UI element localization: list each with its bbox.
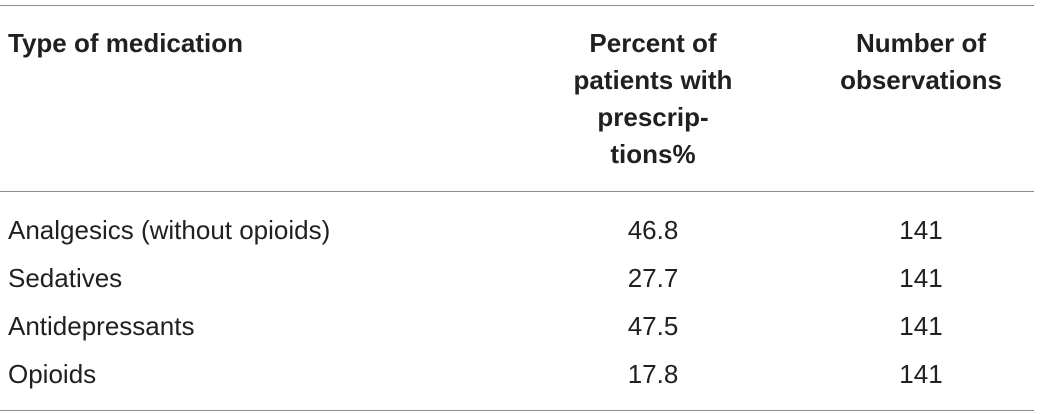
header-type-of-medication: Type of medication xyxy=(8,28,243,58)
cell-observations: 141 xyxy=(899,311,943,341)
cell-percent: 46.8 xyxy=(627,215,679,245)
header-percent-of-patients: Percent of patients with prescrip- tions… xyxy=(498,6,808,192)
cell-observations: 141 xyxy=(899,359,943,389)
header-percent-line: patients with xyxy=(573,65,733,95)
table-row: Antidepressants 47.5 141 xyxy=(0,302,1034,350)
header-observations-line: observations xyxy=(840,65,1002,95)
header-percent-line: prescrip- xyxy=(597,102,709,132)
table-header-row: Type of medication Percent of patients w… xyxy=(0,5,1034,192)
cell-percent: 17.8 xyxy=(627,359,679,389)
cell-observations: 141 xyxy=(899,263,943,293)
cell-medication-type: Antidepressants xyxy=(8,311,195,341)
cell-percent: 27.7 xyxy=(627,263,679,293)
header-percent-line: tions% xyxy=(610,139,696,169)
header-percent-line: Percent of xyxy=(589,28,717,58)
cell-percent: 47.5 xyxy=(627,311,679,341)
cell-medication-type: Analgesics (without opioids) xyxy=(8,215,331,245)
cell-observations: 141 xyxy=(899,215,943,245)
header-number-of-observations: Number of observations xyxy=(808,6,1034,192)
cell-medication-type: Sedatives xyxy=(8,263,123,293)
table-row: Opioids 17.8 141 xyxy=(0,350,1034,411)
header-observations-line: Number of xyxy=(856,28,986,58)
cell-medication-type: Opioids xyxy=(8,359,97,389)
table-row: Sedatives 27.7 141 xyxy=(0,254,1034,302)
table-row: Analgesics (without opioids) 46.8 141 xyxy=(0,192,1034,255)
medication-table: Type of medication Percent of patients w… xyxy=(0,5,1034,411)
